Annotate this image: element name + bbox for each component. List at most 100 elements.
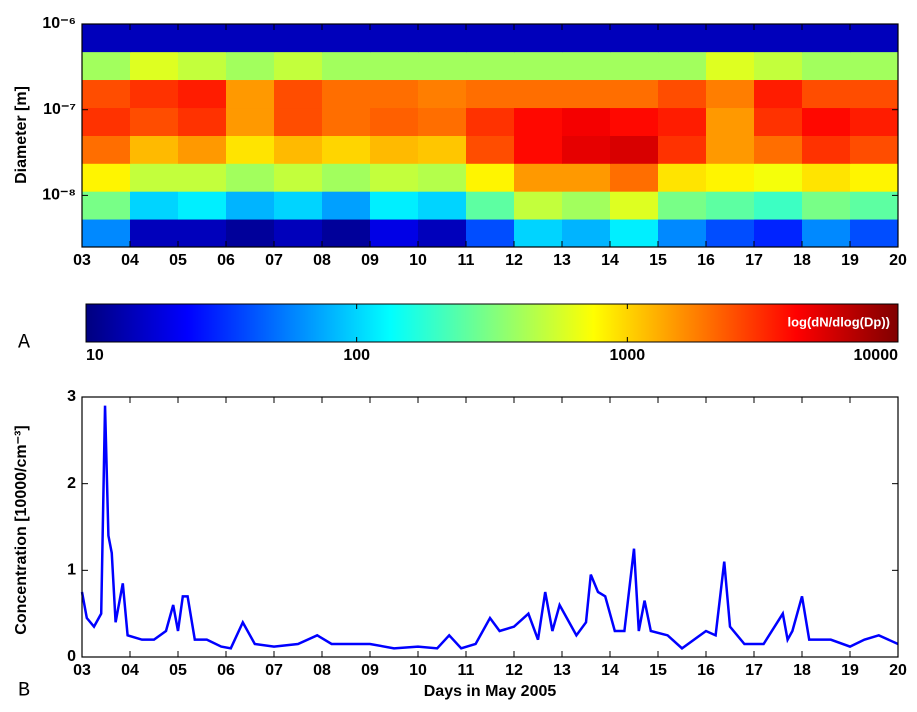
heatmap-cell xyxy=(178,135,227,164)
x-tick-label: 03 xyxy=(73,662,91,679)
heatmap-cell xyxy=(802,219,851,248)
x-tick-label: 13 xyxy=(553,252,571,269)
heatmap-cell xyxy=(226,24,275,53)
heatmap-cell xyxy=(706,24,755,53)
heatmap-cell xyxy=(562,135,611,164)
heatmap-cell xyxy=(514,24,563,53)
heatmap-cell xyxy=(130,163,179,192)
heatmap-cell xyxy=(514,51,563,81)
heatmap-cell xyxy=(226,51,275,81)
line-series xyxy=(80,405,899,650)
heatmap-cell xyxy=(418,24,467,53)
heatmap-cell xyxy=(274,24,323,53)
heatmap-cell xyxy=(178,107,227,136)
y-tick-label: 10⁻⁶ xyxy=(42,15,76,32)
heatmap-cell xyxy=(802,163,851,192)
heatmap-cell xyxy=(610,163,659,192)
heatmap-cell xyxy=(130,24,179,53)
heatmap-cell xyxy=(850,163,899,192)
heatmap-cell xyxy=(850,24,899,53)
x-tick-label: 15 xyxy=(649,662,667,679)
heatmap-cell xyxy=(274,219,323,248)
heatmap-cell xyxy=(82,107,131,136)
x-tick-label: 06 xyxy=(217,252,235,269)
heatmap-cell xyxy=(754,79,803,109)
heatmap-cell xyxy=(754,51,803,81)
x-tick-label: 09 xyxy=(361,662,379,679)
heatmap-cell xyxy=(370,163,419,192)
heatmap-cell xyxy=(322,107,371,136)
heatmap-cell xyxy=(418,163,467,192)
x-tick-label: 12 xyxy=(505,252,523,269)
heatmap-cell xyxy=(562,163,611,192)
y-tick-label: 2 xyxy=(67,475,76,492)
heatmap-cell xyxy=(370,219,419,248)
heatmap-cell xyxy=(178,219,227,248)
heatmap-cell xyxy=(418,107,467,136)
heatmap-cell xyxy=(610,191,659,220)
heatmap-cell xyxy=(514,191,563,220)
x-tick-label: 04 xyxy=(121,252,139,269)
x-tick-label: 10 xyxy=(409,662,427,679)
x-tick-label: 13 xyxy=(553,662,571,679)
heatmap-cell xyxy=(226,135,275,164)
panel-letter: A xyxy=(18,331,30,354)
heatmap-cell xyxy=(466,51,515,81)
heatmap-cell xyxy=(370,107,419,136)
x-tick-label: 20 xyxy=(889,252,907,269)
heatmap-cell xyxy=(322,219,371,248)
x-tick-label: 09 xyxy=(361,252,379,269)
heatmap-cell xyxy=(658,191,707,220)
heatmap-cell xyxy=(130,135,179,164)
heatmap-cell xyxy=(562,79,611,109)
y-tick-label: 10⁻⁷ xyxy=(43,101,76,118)
heatmap-cell xyxy=(322,163,371,192)
colorbar xyxy=(85,303,899,343)
heatmap-cell xyxy=(178,24,227,53)
heatmap-cell xyxy=(514,135,563,164)
heatmap-cell xyxy=(418,51,467,81)
heatmap-cell xyxy=(706,51,755,81)
heatmap-cell xyxy=(82,219,131,248)
heatmap-cell xyxy=(514,107,563,136)
heatmap-cell xyxy=(418,191,467,220)
x-tick-label: 17 xyxy=(745,662,763,679)
heatmap-cell xyxy=(850,191,899,220)
heatmap-cell xyxy=(658,163,707,192)
y-tick-label: 0 xyxy=(67,648,76,665)
heatmap-cell xyxy=(802,24,851,53)
heatmap-cell xyxy=(754,163,803,192)
heatmap-cell xyxy=(130,191,179,220)
heatmap-cell xyxy=(514,219,563,248)
heatmap-cell xyxy=(706,79,755,109)
heatmap-cell xyxy=(274,163,323,192)
heatmap-cell xyxy=(274,191,323,220)
panel-letter: B xyxy=(18,679,30,702)
heatmap-cell xyxy=(466,79,515,109)
heatmap-cell xyxy=(658,107,707,136)
heatmap-cell xyxy=(322,79,371,109)
x-axis-label: Days in May 2005 xyxy=(424,683,557,700)
heatmap-cell xyxy=(370,135,419,164)
y-axis-label: Diameter [m] xyxy=(13,86,30,184)
heatmap-cell xyxy=(754,191,803,220)
heatmap-cell xyxy=(610,135,659,164)
heatmap-cell xyxy=(466,107,515,136)
heatmap-cell xyxy=(82,191,131,220)
heatmap-cell xyxy=(178,79,227,109)
heatmap-cell xyxy=(370,24,419,53)
heatmap-cell xyxy=(802,107,851,136)
heatmap-cell xyxy=(82,24,131,53)
x-tick-label: 05 xyxy=(169,252,187,269)
heatmap-cell xyxy=(178,191,227,220)
x-tick-label: 08 xyxy=(313,662,331,679)
x-tick-label: 14 xyxy=(601,252,619,269)
x-tick-label: 05 xyxy=(169,662,187,679)
heatmap-cell xyxy=(226,163,275,192)
heatmap-cell xyxy=(226,79,275,109)
heatmap-cell xyxy=(370,79,419,109)
heatmap-cell xyxy=(130,219,179,248)
heatmap-cell xyxy=(322,135,371,164)
heatmap-cell xyxy=(754,135,803,164)
x-tick-label: 08 xyxy=(313,252,331,269)
